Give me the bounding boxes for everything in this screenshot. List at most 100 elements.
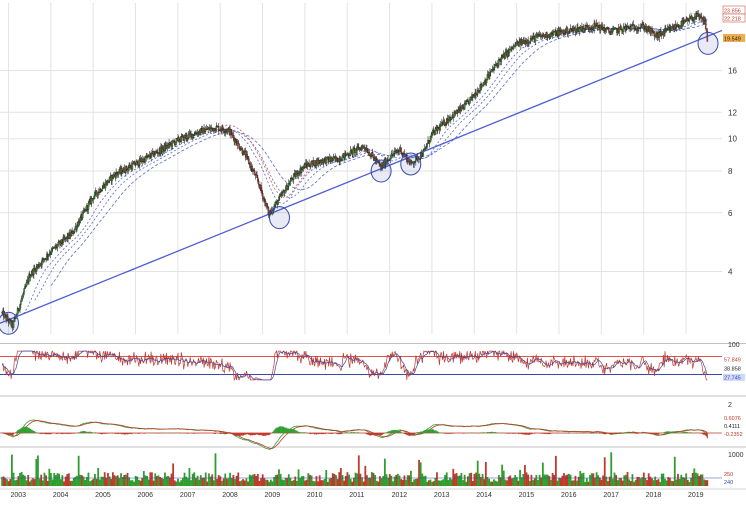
volume-bar: [444, 475, 446, 486]
candle-body: [684, 21, 685, 22]
macd-histogram-bar: [659, 433, 660, 434]
volume-bar: [518, 481, 520, 486]
volume-bar: [127, 473, 129, 486]
volume-bar: [454, 474, 456, 486]
volume-bar: [477, 461, 479, 486]
volume-bar: [671, 481, 673, 486]
volume-bar: [250, 475, 252, 486]
volume-bar: [356, 473, 358, 486]
candle-body: [327, 157, 328, 159]
support-touch-circle: [0, 312, 18, 334]
x-tick-label: 2004: [53, 492, 69, 499]
volume-bar: [66, 474, 68, 486]
candle-body: [188, 134, 189, 138]
candle-body: [275, 202, 276, 205]
volume-bar: [24, 476, 26, 486]
x-tick-label: 2014: [476, 492, 492, 499]
candle-body: [24, 289, 25, 293]
support-touch-circle: [269, 207, 289, 229]
volume-bar: [695, 473, 697, 486]
volume-bar: [307, 473, 309, 486]
volume-bar: [63, 481, 65, 486]
candle-body: [223, 130, 224, 132]
candle-body: [122, 172, 123, 174]
volume-bar: [664, 479, 666, 486]
volume-bar: [283, 480, 285, 486]
candle-body: [598, 25, 599, 27]
volume-bar: [27, 475, 29, 486]
volume-bar: [193, 472, 195, 486]
volume-bar: [641, 477, 643, 486]
volume-bar: [490, 482, 492, 486]
candle-body: [523, 41, 524, 43]
candle-body: [429, 142, 430, 144]
volume-bar: [535, 475, 537, 486]
volume-bar: [161, 478, 163, 486]
candle-body: [659, 33, 660, 38]
volume-bar: [438, 480, 440, 486]
x-tick-label: 2016: [561, 492, 577, 499]
candle-body: [489, 72, 490, 75]
volume-bar: [475, 473, 477, 486]
volume-bar: [581, 473, 583, 486]
candle-body: [136, 162, 137, 165]
candle-body: [204, 131, 205, 133]
candle-body: [109, 177, 110, 181]
volume-bar: [304, 481, 306, 486]
candle-body: [619, 27, 620, 32]
rsi-tick-label: 100: [728, 342, 740, 349]
volume-bar: [615, 475, 617, 486]
price-tick-label: 6: [728, 209, 733, 218]
volume-bar: [232, 475, 234, 486]
candle-body: [372, 153, 373, 156]
macd-histogram-bar: [593, 433, 594, 434]
candle-body: [232, 133, 233, 135]
volume-bar: [257, 474, 259, 486]
volume-bar: [693, 468, 695, 486]
volume-bar: [343, 481, 345, 486]
volume-bar: [350, 479, 352, 486]
volume-bar: [558, 478, 560, 486]
volume-bar: [175, 482, 177, 486]
candle-body: [96, 191, 97, 194]
candle-body: [168, 145, 169, 147]
price-badge-label: 19.549: [724, 37, 741, 43]
volume-bar: [537, 480, 539, 486]
volume-bar: [237, 473, 239, 486]
candle-body: [401, 148, 402, 154]
candle-body: [608, 28, 609, 31]
macd-histogram-bar: [160, 433, 161, 434]
macd-histogram-bar: [707, 433, 708, 438]
volume-bar: [601, 480, 603, 486]
candle-body: [94, 196, 95, 199]
volume-bar: [560, 478, 562, 486]
volume-bar: [96, 479, 98, 486]
volume-bar: [617, 480, 619, 486]
candle-body: [677, 25, 678, 26]
candle-body: [30, 276, 31, 278]
volume-bar: [149, 472, 151, 486]
volume-bar: [347, 472, 349, 486]
rsi-badge-label: 38.858: [724, 367, 741, 373]
volume-bar: [234, 479, 236, 486]
volume-bar: [425, 476, 427, 486]
volume-bar: [389, 474, 391, 486]
candle-body: [682, 21, 683, 26]
volume-bar: [506, 480, 508, 486]
volume-bar: [53, 473, 55, 486]
volume-bar: [151, 472, 153, 486]
candle-body: [427, 144, 428, 147]
candle-body: [278, 201, 279, 205]
candle-body: [200, 129, 201, 133]
candle-body: [546, 33, 547, 38]
volume-bar: [700, 475, 702, 486]
candle-body: [458, 110, 459, 112]
candle-body: [82, 212, 83, 218]
volume-bar: [263, 478, 265, 486]
volume-bar: [487, 477, 489, 486]
volume-bar: [653, 480, 655, 486]
volume-bar: [84, 480, 86, 486]
volume-bar: [672, 481, 674, 486]
volume-bar: [118, 478, 120, 486]
volume-bar: [9, 479, 11, 486]
